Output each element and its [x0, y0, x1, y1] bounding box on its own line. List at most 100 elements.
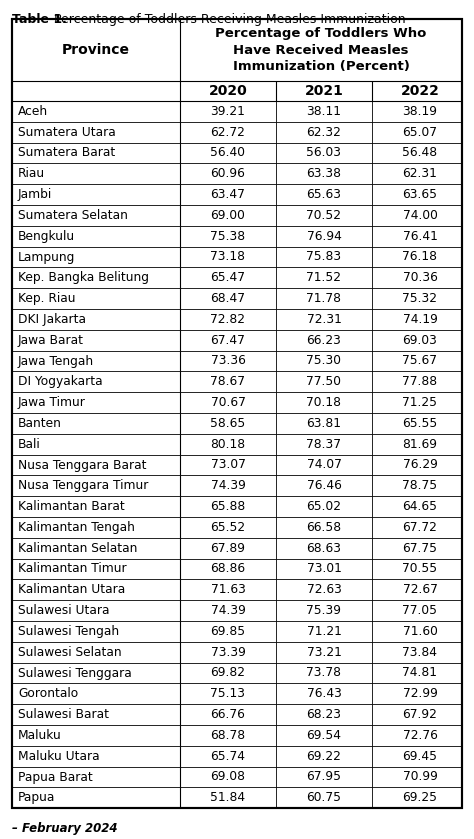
Text: 70.99: 70.99	[402, 770, 438, 784]
Text: 66.76: 66.76	[210, 708, 246, 721]
Text: 62.32: 62.32	[307, 126, 341, 138]
Text: 56.40: 56.40	[210, 147, 246, 159]
Text: 72.99: 72.99	[402, 687, 438, 701]
Text: 71.63: 71.63	[210, 583, 246, 597]
Text: 67.75: 67.75	[402, 542, 438, 555]
Text: 73.18: 73.18	[210, 251, 246, 263]
Text: Maluku: Maluku	[18, 729, 62, 742]
Text: 68.63: 68.63	[307, 542, 341, 555]
Text: 73.84: 73.84	[402, 646, 438, 659]
Text: Aceh: Aceh	[18, 105, 48, 118]
Text: 51.84: 51.84	[210, 791, 246, 805]
Text: 69.85: 69.85	[210, 625, 246, 638]
Text: 62.72: 62.72	[210, 126, 246, 138]
Text: 66.58: 66.58	[306, 521, 342, 534]
Text: 73.21: 73.21	[307, 646, 341, 659]
Text: 38.19: 38.19	[402, 105, 438, 118]
Text: 77.50: 77.50	[307, 375, 341, 388]
Text: Sumatera Selatan: Sumatera Selatan	[18, 209, 128, 221]
Text: Gorontalo: Gorontalo	[18, 687, 78, 701]
Text: Papua: Papua	[18, 791, 55, 805]
Text: 74.19: 74.19	[402, 313, 438, 326]
Text: 69.00: 69.00	[210, 209, 246, 221]
Text: 76.41: 76.41	[402, 230, 438, 242]
Text: 65.74: 65.74	[210, 750, 246, 763]
Text: Nusa Tenggara Barat: Nusa Tenggara Barat	[18, 458, 146, 472]
Text: 73.36: 73.36	[210, 355, 246, 367]
Text: Jawa Timur: Jawa Timur	[18, 396, 86, 409]
Text: Kalimantan Barat: Kalimantan Barat	[18, 500, 125, 513]
Text: 76.18: 76.18	[402, 251, 438, 263]
Text: 76.29: 76.29	[402, 458, 438, 472]
Text: 71.60: 71.60	[402, 625, 438, 638]
Text: 71.52: 71.52	[307, 271, 341, 284]
Text: 78.37: 78.37	[307, 438, 341, 451]
Text: 58.65: 58.65	[210, 417, 246, 430]
Text: 56.03: 56.03	[307, 147, 341, 159]
Text: 69.25: 69.25	[402, 791, 438, 805]
Text: 72.76: 72.76	[402, 729, 438, 742]
Text: 67.95: 67.95	[307, 770, 341, 784]
Text: 60.96: 60.96	[210, 167, 246, 180]
Text: 74.39: 74.39	[210, 604, 246, 618]
Text: 63.38: 63.38	[307, 167, 341, 180]
Text: 38.11: 38.11	[307, 105, 341, 118]
Text: 2020: 2020	[209, 84, 247, 98]
Text: Jawa Barat: Jawa Barat	[18, 334, 84, 347]
Text: Banten: Banten	[18, 417, 62, 430]
Text: 75.39: 75.39	[307, 604, 341, 618]
Text: 81.69: 81.69	[402, 438, 438, 451]
Text: 77.88: 77.88	[402, 375, 438, 388]
Text: 69.54: 69.54	[307, 729, 341, 742]
Text: Jawa Tengah: Jawa Tengah	[18, 355, 94, 367]
Text: 67.89: 67.89	[210, 542, 246, 555]
Text: 64.65: 64.65	[402, 500, 438, 513]
Text: Percentage of Toddlers Receiving Measles Immunization: Percentage of Toddlers Receiving Measles…	[50, 13, 406, 26]
Text: DI Yogyakarta: DI Yogyakarta	[18, 375, 103, 388]
Text: Kep. Riau: Kep. Riau	[18, 292, 75, 305]
Text: Lampung: Lampung	[18, 251, 75, 263]
Text: 65.63: 65.63	[307, 188, 341, 201]
Text: 67.47: 67.47	[210, 334, 246, 347]
Text: Sulawesi Tengah: Sulawesi Tengah	[18, 625, 119, 638]
Text: Table 1.: Table 1.	[12, 13, 67, 26]
Text: 70.18: 70.18	[307, 396, 341, 409]
Text: 65.07: 65.07	[402, 126, 438, 138]
Text: 69.03: 69.03	[402, 334, 438, 347]
Text: 70.36: 70.36	[402, 271, 438, 284]
Text: 70.55: 70.55	[402, 562, 438, 576]
Text: 65.55: 65.55	[402, 417, 438, 430]
Text: 72.63: 72.63	[307, 583, 341, 597]
Text: 65.47: 65.47	[210, 271, 246, 284]
Text: Bengkulu: Bengkulu	[18, 230, 75, 242]
Text: Nusa Tenggara Timur: Nusa Tenggara Timur	[18, 479, 148, 492]
Text: 73.01: 73.01	[307, 562, 341, 576]
Text: 71.21: 71.21	[307, 625, 341, 638]
Text: Sulawesi Utara: Sulawesi Utara	[18, 604, 109, 618]
Text: – February 2024: – February 2024	[12, 822, 118, 835]
Text: 75.13: 75.13	[210, 687, 246, 701]
Text: Sulawesi Selatan: Sulawesi Selatan	[18, 646, 122, 659]
Text: 68.23: 68.23	[307, 708, 341, 721]
Text: 75.38: 75.38	[210, 230, 246, 242]
Text: 70.67: 70.67	[210, 396, 246, 409]
Text: 68.86: 68.86	[210, 562, 246, 576]
Text: 69.45: 69.45	[402, 750, 438, 763]
Text: 72.31: 72.31	[307, 313, 341, 326]
Text: 63.65: 63.65	[402, 188, 438, 201]
Text: 60.75: 60.75	[307, 791, 341, 805]
Text: Kalimantan Selatan: Kalimantan Selatan	[18, 542, 137, 555]
Text: Kalimantan Tengah: Kalimantan Tengah	[18, 521, 135, 534]
Text: 67.72: 67.72	[402, 521, 438, 534]
Text: 69.22: 69.22	[307, 750, 341, 763]
Text: 74.07: 74.07	[307, 458, 341, 472]
Text: 62.31: 62.31	[402, 167, 438, 180]
Text: 73.39: 73.39	[210, 646, 246, 659]
Text: 39.21: 39.21	[210, 105, 246, 118]
Text: Percentage of Toddlers Who
Have Received Measles
Immunization (Percent): Percentage of Toddlers Who Have Received…	[215, 27, 427, 73]
Text: 71.25: 71.25	[402, 396, 438, 409]
Text: 2022: 2022	[401, 84, 439, 98]
Text: 74.81: 74.81	[402, 666, 438, 680]
Text: Bali: Bali	[18, 438, 41, 451]
Text: 76.46: 76.46	[307, 479, 341, 492]
